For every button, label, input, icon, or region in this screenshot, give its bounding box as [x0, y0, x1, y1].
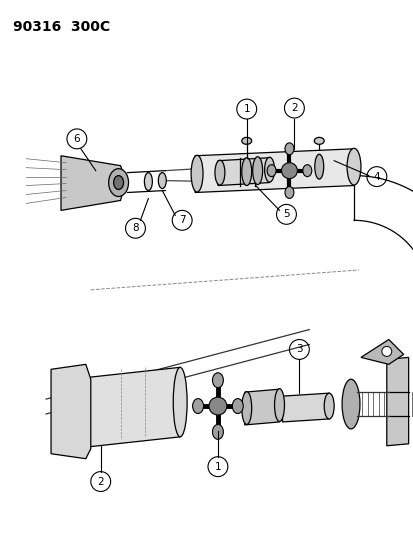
- Ellipse shape: [264, 157, 274, 182]
- Text: 90316  300C: 90316 300C: [13, 20, 110, 34]
- Ellipse shape: [284, 143, 293, 155]
- Ellipse shape: [241, 392, 251, 424]
- Text: 1: 1: [214, 462, 221, 472]
- Ellipse shape: [191, 155, 202, 192]
- Polygon shape: [217, 158, 269, 185]
- Text: 5: 5: [282, 209, 289, 220]
- Ellipse shape: [108, 168, 128, 197]
- Text: 2: 2: [290, 103, 297, 113]
- Text: 8: 8: [132, 223, 138, 233]
- Ellipse shape: [314, 154, 323, 179]
- Text: 7: 7: [178, 215, 185, 225]
- Polygon shape: [244, 389, 279, 425]
- Polygon shape: [71, 367, 180, 449]
- Text: 4: 4: [373, 172, 379, 182]
- Ellipse shape: [323, 393, 333, 419]
- Ellipse shape: [241, 158, 251, 185]
- Ellipse shape: [113, 175, 123, 190]
- Text: 1: 1: [243, 104, 249, 114]
- Ellipse shape: [341, 379, 359, 429]
- Ellipse shape: [192, 399, 203, 414]
- Ellipse shape: [252, 157, 262, 184]
- Ellipse shape: [158, 173, 166, 189]
- Circle shape: [281, 163, 297, 179]
- Ellipse shape: [302, 165, 311, 176]
- Ellipse shape: [66, 379, 81, 449]
- Ellipse shape: [346, 148, 360, 185]
- Text: 3: 3: [295, 344, 302, 354]
- Polygon shape: [61, 156, 125, 211]
- Circle shape: [209, 397, 226, 415]
- Ellipse shape: [212, 373, 223, 387]
- Ellipse shape: [144, 173, 152, 190]
- Ellipse shape: [212, 424, 223, 439]
- Ellipse shape: [313, 138, 323, 144]
- Ellipse shape: [266, 165, 275, 176]
- Polygon shape: [51, 365, 90, 459]
- Ellipse shape: [284, 187, 293, 198]
- Ellipse shape: [241, 138, 251, 144]
- Polygon shape: [360, 340, 403, 365]
- Ellipse shape: [173, 367, 187, 437]
- Ellipse shape: [214, 160, 224, 185]
- Ellipse shape: [232, 399, 243, 414]
- Polygon shape: [195, 149, 353, 192]
- Ellipse shape: [274, 389, 284, 422]
- Circle shape: [381, 346, 391, 357]
- Text: 2: 2: [97, 477, 104, 487]
- Polygon shape: [386, 358, 408, 446]
- Polygon shape: [282, 393, 328, 422]
- Text: 6: 6: [74, 134, 80, 144]
